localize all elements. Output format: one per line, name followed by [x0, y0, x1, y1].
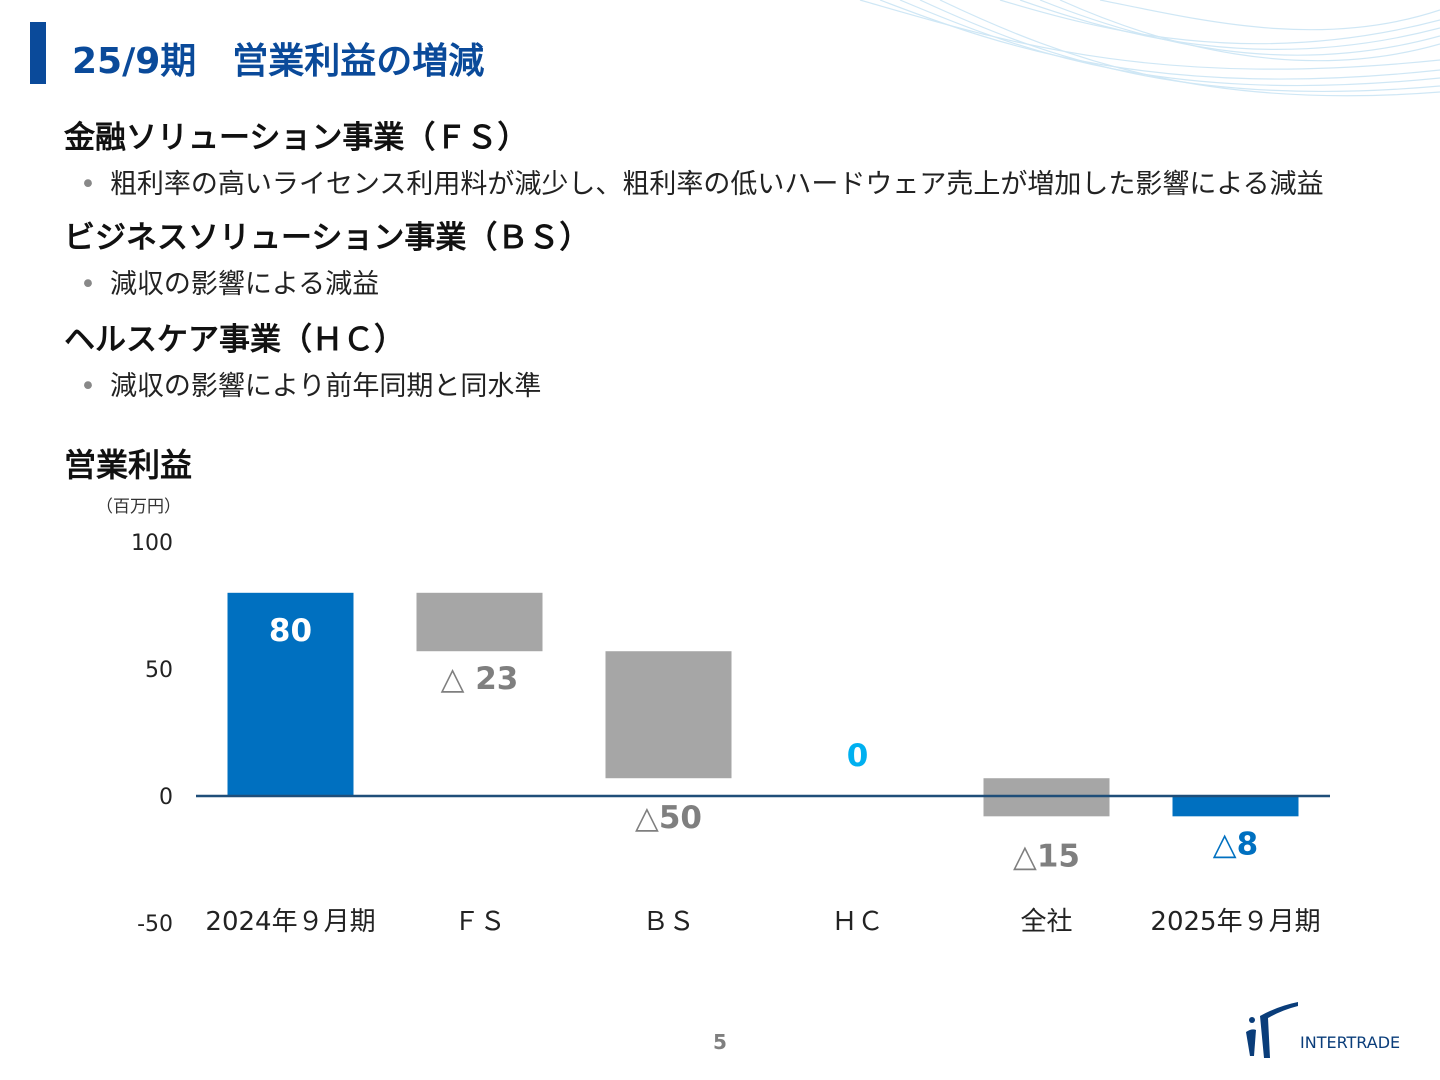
- decorative-waves: [859, 0, 1440, 97]
- category-label-0: 2024年９月期: [205, 907, 375, 937]
- segment-fs-heading: 金融ソリューション事業（ＦＳ）: [64, 120, 529, 156]
- bar-2: [605, 651, 732, 779]
- chart-title: 営業利益: [64, 446, 193, 484]
- bullet-dot: •: [80, 371, 96, 402]
- segment-hc-bullet-text: 減収の影響により前年同期と同水準: [109, 371, 542, 402]
- segment-hc-heading: ヘルスケア事業（ＨＣ）: [64, 322, 405, 358]
- y-tick-label: -50: [137, 912, 173, 937]
- data-label-5: △8: [1213, 826, 1258, 862]
- y-tick-label: 0: [159, 785, 173, 810]
- title-accent-bar: [30, 22, 46, 84]
- bullet-dot: •: [80, 269, 96, 300]
- bar-0: [227, 592, 354, 796]
- segment-fs-bullet-text: 粗利率の高いライセンス利用料が減少し、粗利率の低いハードウェア売上が増加した影響…: [109, 169, 1324, 200]
- data-label-1: △ 23: [441, 661, 519, 697]
- data-label-4: △15: [1013, 838, 1080, 874]
- category-label-5: 2025年９月期: [1150, 907, 1320, 937]
- chart-unit-label: （百万円）: [96, 497, 181, 517]
- category-label-1: ＦＳ: [453, 907, 505, 937]
- y-tick-label: 50: [145, 658, 173, 683]
- segment-hc-bullet: • 減収の影響により前年同期と同水準: [80, 364, 541, 403]
- segment-fs-bullet: • 粗利率の高いライセンス利用料が減少し、粗利率の低いハードウェア売上が増加した影…: [80, 162, 1324, 201]
- page-number: 5: [713, 1030, 727, 1054]
- category-label-4: 全社: [1020, 907, 1072, 937]
- intertrade-logo: INTERTRADE: [1246, 1002, 1400, 1058]
- category-label-2: ＢＳ: [642, 907, 694, 937]
- data-label-3: 0: [847, 738, 869, 774]
- segment-bs-bullet-text: 減収の影響による減益: [109, 269, 380, 300]
- y-tick-label: 100: [131, 531, 173, 556]
- bar-1: [416, 592, 543, 652]
- waterfall-chart: 100 50 0 -50 80 △ 23 △50 0 △15 △8 2024年９月期 ＦＳ ＢＳ ＨＣ 全社…: [131, 531, 1330, 937]
- logo-wordmark: INTERTRADE: [1300, 1033, 1400, 1052]
- segment-bs-heading: ビジネスソリューション事業（ＢＳ）: [64, 220, 591, 256]
- bar-5: [1172, 796, 1299, 817]
- data-label-0: 80: [269, 613, 312, 649]
- page-title: 25/9期 営業利益の増減: [72, 41, 485, 82]
- data-label-2: △50: [635, 800, 702, 836]
- segment-bs-bullet: • 減収の影響による減益: [80, 262, 379, 301]
- bar-4: [983, 778, 1110, 817]
- bullet-dot: •: [80, 169, 96, 200]
- category-label-3: ＨＣ: [831, 907, 883, 937]
